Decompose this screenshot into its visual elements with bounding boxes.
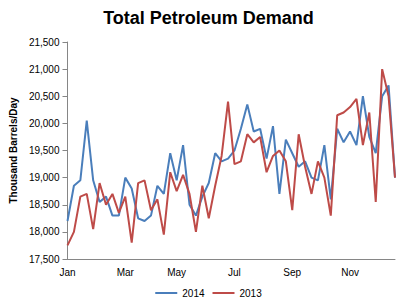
svg-text:Sep: Sep xyxy=(283,267,301,278)
svg-text:18,000: 18,000 xyxy=(29,226,60,237)
svg-text:May: May xyxy=(167,267,186,278)
svg-text:2014: 2014 xyxy=(182,288,205,299)
svg-text:21,000: 21,000 xyxy=(29,64,60,75)
svg-text:Jan: Jan xyxy=(59,267,75,278)
svg-text:2013: 2013 xyxy=(240,288,263,299)
svg-text:19,500: 19,500 xyxy=(29,145,60,156)
svg-text:Total Petroleum Demand: Total Petroleum Demand xyxy=(103,8,314,28)
svg-text:20,000: 20,000 xyxy=(29,118,60,129)
svg-text:Jul: Jul xyxy=(228,267,241,278)
svg-text:Mar: Mar xyxy=(117,267,135,278)
svg-text:17,500: 17,500 xyxy=(29,254,60,265)
svg-text:Nov: Nov xyxy=(341,267,359,278)
svg-text:20,500: 20,500 xyxy=(29,91,60,102)
svg-text:21,500: 21,500 xyxy=(29,37,60,48)
svg-text:19,000: 19,000 xyxy=(29,172,60,183)
svg-text:18,500: 18,500 xyxy=(29,199,60,210)
svg-text:Thousand Barrels/Day: Thousand Barrels/Day xyxy=(8,97,19,204)
